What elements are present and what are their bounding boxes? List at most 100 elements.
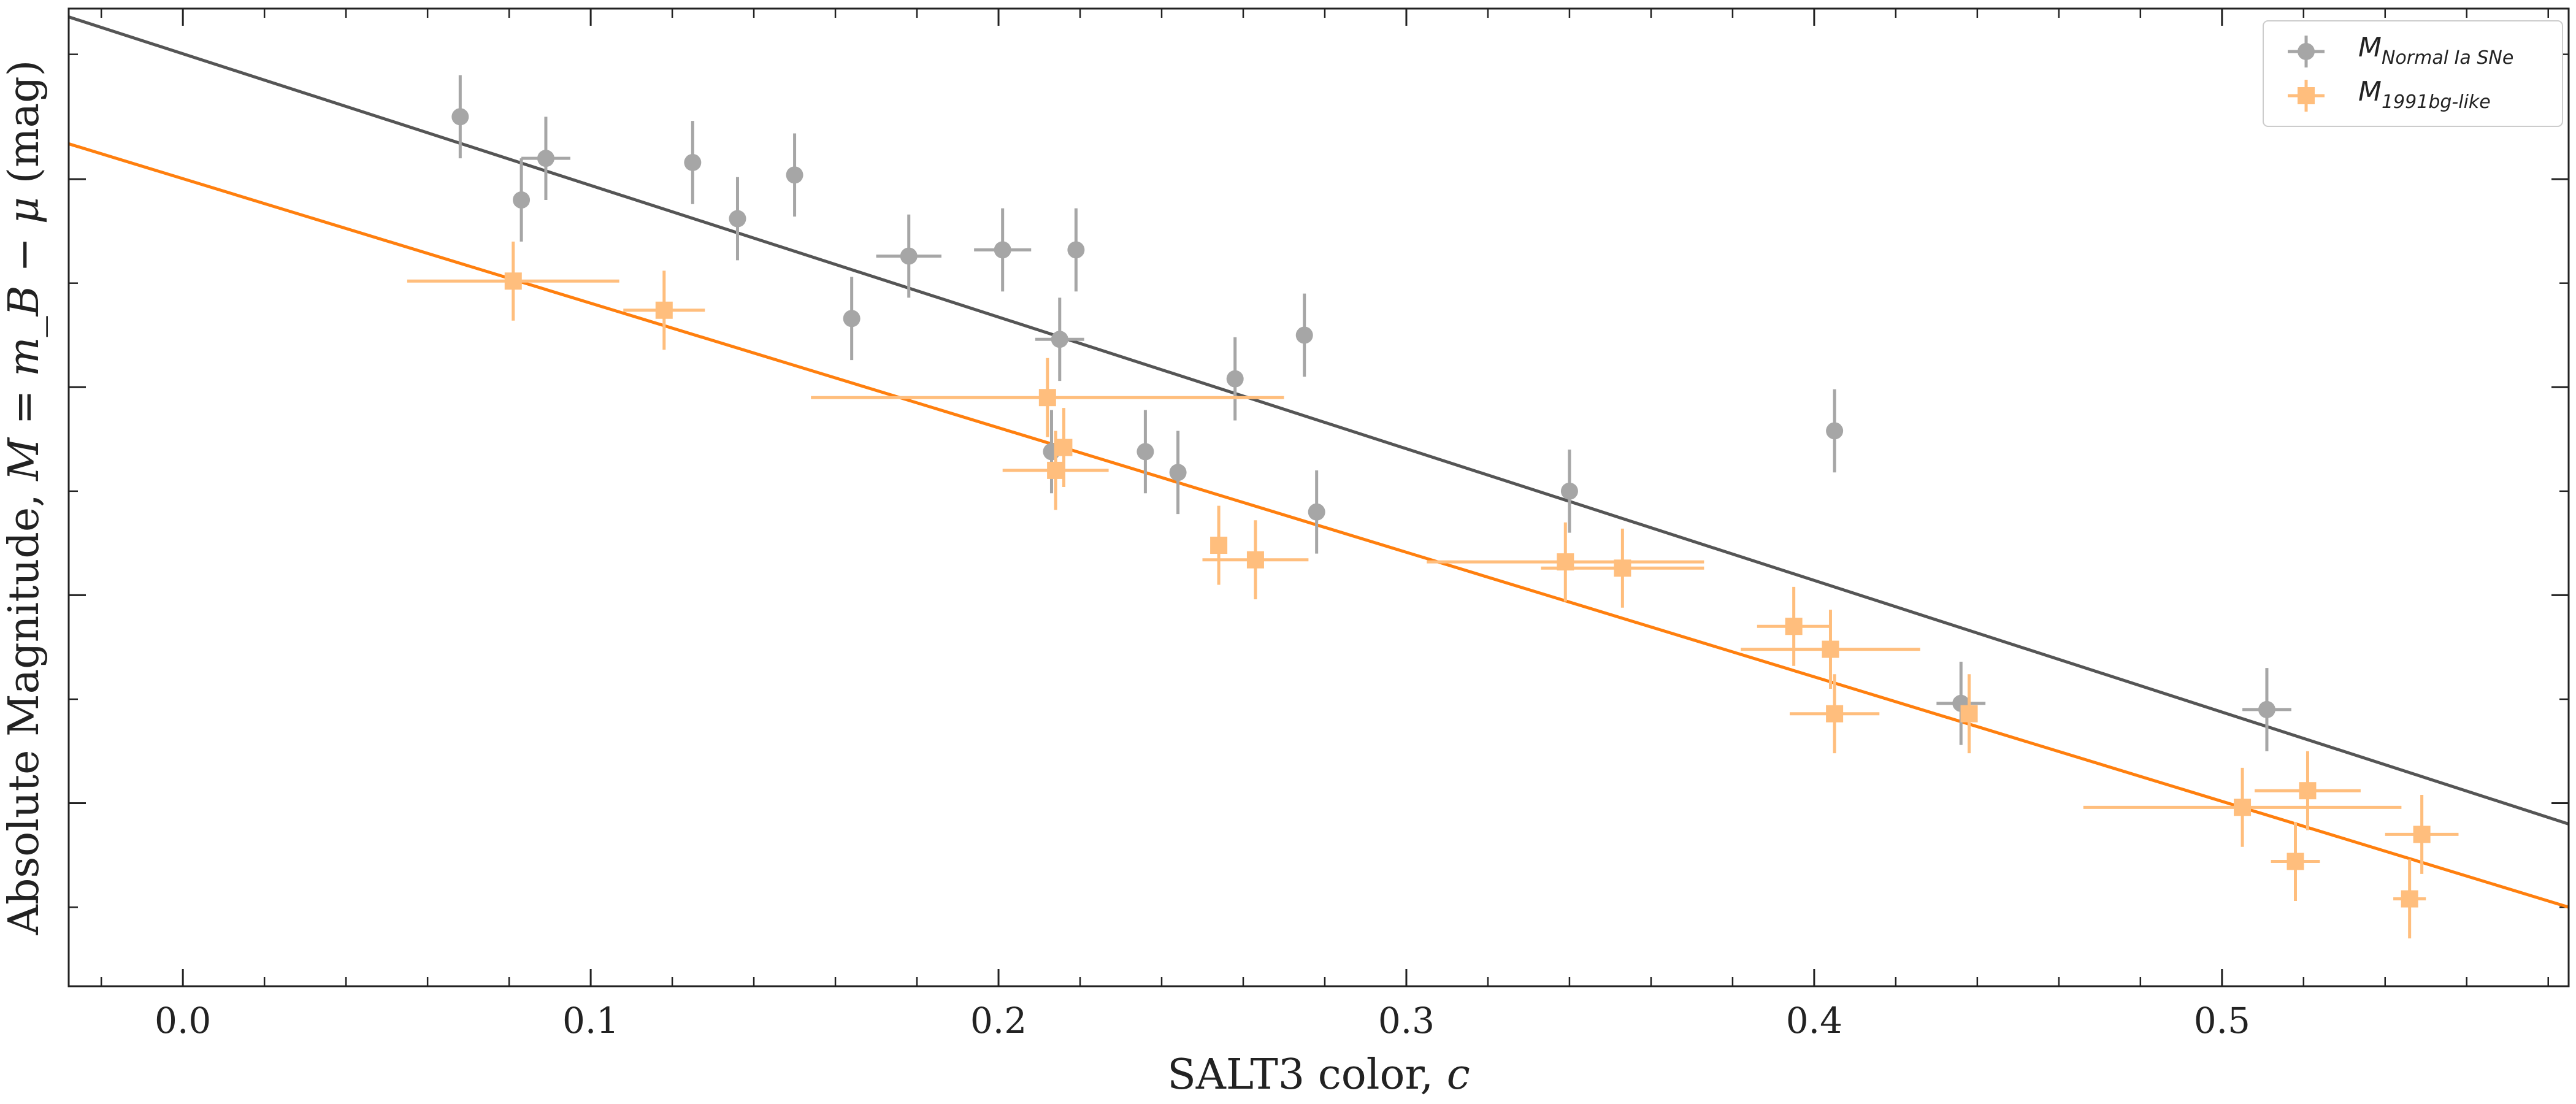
point-marker xyxy=(1960,705,1978,723)
x-tick-label: 0.2 xyxy=(970,1000,1027,1041)
point-marker xyxy=(2234,799,2252,816)
legend-label-1991bg-sub: 1991bg-like xyxy=(2382,91,2491,113)
point-marker xyxy=(1246,551,1264,569)
bg-like-point xyxy=(811,358,1284,437)
normal-ia-point xyxy=(513,158,531,242)
point-marker xyxy=(1047,461,1065,479)
normal-ia-point xyxy=(451,75,469,159)
x-tick-label: 0.3 xyxy=(1378,1000,1435,1041)
point-marker xyxy=(843,310,861,328)
legend-label-normal-ia-sub: Normal Ia SNe xyxy=(2382,47,2513,69)
point-marker xyxy=(1560,482,1578,500)
bg-like-point xyxy=(623,270,705,350)
y-axis-label-text: Absolute Magnitude, xyxy=(0,481,48,936)
point-marker xyxy=(684,153,702,171)
legend-box xyxy=(2263,20,2563,127)
point-marker xyxy=(1067,241,1085,259)
x-axis-label-text: SALT3 color, xyxy=(1167,1051,1447,1099)
normal-ia-point xyxy=(729,177,746,261)
bg-like-point xyxy=(1757,586,1831,666)
normal-ia-point xyxy=(1560,449,1578,533)
bg-like-point xyxy=(2393,859,2426,938)
fit-lines xyxy=(68,15,2569,909)
legend-marker-1991bg xyxy=(2288,80,2325,112)
legend-label-normal-ia: MNormal Ia SNe xyxy=(2358,32,2513,69)
fit-line-normal-ia xyxy=(68,15,2569,826)
y-axis-label: Absolute Magnitude, M = m_B − μ (mag) xyxy=(0,60,48,935)
legend: MNormal Ia SNe M1991bg-like xyxy=(2263,20,2563,127)
bg-like-point xyxy=(1741,610,1920,689)
x-tick-label: 0.5 xyxy=(2194,1000,2250,1041)
x-axis-label-variable: c xyxy=(1447,1051,1470,1099)
bg-like-point xyxy=(407,241,619,321)
bg-like-point xyxy=(1210,505,1228,585)
point-marker xyxy=(729,210,746,228)
point-marker xyxy=(504,272,522,290)
x-tick-label: 0.0 xyxy=(155,1000,211,1041)
legend-marker-symbol xyxy=(2298,43,2315,60)
normal-ia-point xyxy=(843,277,861,361)
bg-like-point xyxy=(2255,751,2361,830)
normal-ia-point xyxy=(2242,668,2291,751)
point-marker xyxy=(451,108,469,126)
bg-like-point xyxy=(2385,794,2459,874)
plot-area-frame xyxy=(67,7,2570,987)
normal-ia-point xyxy=(521,117,570,201)
bg-like-point xyxy=(1002,431,1109,510)
point-marker xyxy=(2287,853,2304,870)
x-tick-label: 0.1 xyxy=(562,1000,619,1041)
data-points xyxy=(407,75,2459,938)
point-marker xyxy=(994,241,1011,259)
point-marker xyxy=(1210,537,1228,554)
normal-ia-point xyxy=(1169,431,1187,515)
point-marker xyxy=(900,247,918,265)
normal-ia-point xyxy=(1067,208,1085,292)
point-marker xyxy=(1226,370,1244,388)
point-marker xyxy=(1051,331,1068,348)
legend-label-normal-ia-main: M xyxy=(2358,32,2382,63)
y-axis-label-formula: M = m_B − μ xyxy=(0,197,48,482)
point-marker xyxy=(2401,890,2418,908)
point-marker xyxy=(2258,700,2275,718)
point-marker xyxy=(1055,439,1073,456)
bg-like-point xyxy=(1789,674,1880,754)
normal-ia-point xyxy=(1226,337,1244,421)
normal-ia-point xyxy=(1295,293,1313,377)
normal-ia-point xyxy=(786,133,803,217)
y-axis-label-unit: (mag) xyxy=(0,60,48,197)
normal-ia-point xyxy=(1936,661,1986,745)
point-marker xyxy=(786,166,803,184)
point-marker xyxy=(2299,782,2317,800)
bg-like-point xyxy=(1202,520,1309,600)
point-marker xyxy=(1826,705,1844,723)
point-marker xyxy=(1169,464,1187,481)
point-marker xyxy=(655,301,673,319)
bg-like-point xyxy=(1960,674,1978,754)
legend-label-1991bg-main: M xyxy=(2358,76,2382,107)
legend-marker-normal-ia xyxy=(2288,36,2325,67)
x-tick-label: 0.4 xyxy=(1786,1000,1842,1041)
x-tick-labels: 0.0 0.1 0.2 0.3 0.4 0.5 xyxy=(155,1000,2250,1041)
point-marker xyxy=(1785,618,1803,635)
x-axis-label: SALT3 color, c xyxy=(1167,1051,1470,1099)
legend-marker-symbol xyxy=(2298,87,2315,104)
point-marker xyxy=(1038,389,1056,407)
point-marker xyxy=(1822,640,1839,658)
point-marker xyxy=(1295,326,1313,344)
normal-ia-point xyxy=(1308,470,1325,554)
point-marker xyxy=(513,191,531,209)
bg-like-point xyxy=(1541,528,1704,608)
normal-ia-point xyxy=(1035,297,1084,381)
bg-like-point xyxy=(1427,522,1704,602)
legend-label-1991bg: M1991bg-like xyxy=(2358,76,2491,113)
bg-like-point xyxy=(2271,822,2320,901)
point-marker xyxy=(537,150,554,167)
fit-line-1991bg xyxy=(68,142,2569,909)
point-marker xyxy=(1614,559,1631,577)
normal-ia-point xyxy=(876,214,941,298)
normal-ia-point xyxy=(684,121,702,204)
normal-ia-point xyxy=(1826,389,1844,473)
axis-ticks xyxy=(69,9,2569,986)
point-marker xyxy=(1826,422,1844,440)
bg-like-point xyxy=(2083,767,2402,847)
